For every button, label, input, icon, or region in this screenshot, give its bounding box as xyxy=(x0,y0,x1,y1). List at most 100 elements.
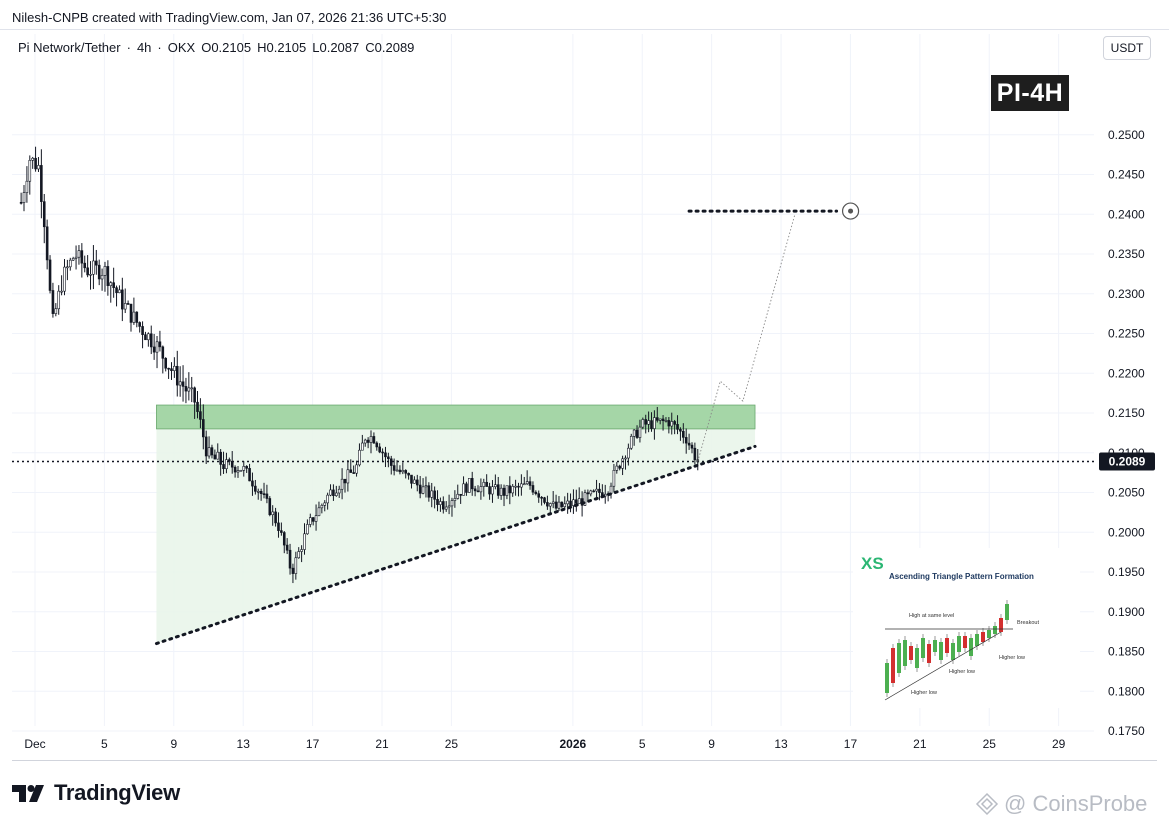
price-tick-label: 0.2350 xyxy=(1108,247,1145,261)
candle-body xyxy=(34,157,37,170)
price-tick-label: 0.2400 xyxy=(1108,207,1145,221)
candle-body xyxy=(274,511,277,524)
candle-body xyxy=(121,289,124,310)
chart-title-badge: PI-4H xyxy=(991,75,1069,111)
projection-path xyxy=(697,214,796,462)
candle-body xyxy=(679,429,682,432)
candle-body xyxy=(387,456,390,460)
inset-candle-body xyxy=(999,618,1003,632)
inset-candle-body xyxy=(1005,604,1009,620)
price-axis[interactable]: 0.2500 0.2450 0.2400 0.2350 0.2300 0.2250 0.22… xyxy=(1099,128,1155,738)
candle-body xyxy=(184,386,188,392)
candle-body xyxy=(22,192,26,203)
watermark-text: @ CoinsProbe xyxy=(1004,791,1148,816)
candle-body xyxy=(453,498,457,501)
candle-body xyxy=(135,311,139,323)
candle-body xyxy=(528,481,532,486)
candle-body xyxy=(384,452,387,458)
candle-body xyxy=(427,485,431,498)
candle-body xyxy=(655,417,659,421)
inset-candle-body xyxy=(987,630,991,638)
candle-body xyxy=(42,201,46,228)
candle-body xyxy=(598,488,601,493)
candle-body xyxy=(421,486,425,494)
candle-body xyxy=(167,367,170,370)
candle-body xyxy=(456,493,460,499)
candle-body xyxy=(282,532,286,546)
symbol-name[interactable]: Pi Network/Tether xyxy=(18,40,121,55)
candle-body xyxy=(123,303,127,310)
symbol-interval[interactable]: 4h xyxy=(136,40,152,55)
symbol-legend[interactable]: Pi Network/Tether · 4h · OKX O0.2105 H0.… xyxy=(18,40,414,55)
tradingview-logo[interactable]: TradingView xyxy=(12,780,180,806)
last-price-label-bg xyxy=(1099,452,1155,471)
candle-body xyxy=(621,458,624,469)
candle-body xyxy=(664,420,668,422)
candle-body xyxy=(115,287,118,294)
candle-body xyxy=(216,451,220,460)
candle-body xyxy=(612,470,616,487)
candle-body xyxy=(575,499,578,504)
candle-body xyxy=(375,442,379,448)
time-axis[interactable]: Dec 5 9 13 17 21 25 2026 5 9 13 17 21 25 29 xyxy=(24,737,1065,751)
candle-body xyxy=(522,483,526,486)
price-tick-label: 0.2250 xyxy=(1108,327,1145,341)
candle-body xyxy=(430,490,434,498)
candle-body xyxy=(340,478,344,490)
candle-body xyxy=(132,311,136,323)
inset-label-high: High at same level xyxy=(909,613,954,619)
coinsprobe-watermark: @ CoinsProbe xyxy=(975,791,1147,817)
price-tick-label: 0.1850 xyxy=(1108,645,1145,659)
candle-body xyxy=(164,358,168,369)
inset-candle-body xyxy=(897,643,901,673)
currency-selector[interactable]: USDT xyxy=(1103,36,1151,60)
candle-body xyxy=(525,481,529,485)
candle-body xyxy=(531,485,535,493)
candle-body xyxy=(436,499,439,505)
price-tick-label: 0.2000 xyxy=(1108,525,1145,539)
inset-candle-body xyxy=(945,638,949,653)
candle-body xyxy=(213,454,217,460)
tradingview-wordmark: TradingView xyxy=(54,780,180,805)
candle-body xyxy=(297,551,301,559)
candle-body xyxy=(595,488,598,492)
candle-body xyxy=(233,466,237,473)
ohlc-high: H0.2105 xyxy=(257,40,307,55)
candle-body xyxy=(28,160,32,182)
time-tick-label: 17 xyxy=(844,737,858,751)
candle-body xyxy=(444,506,448,510)
candle-body xyxy=(311,517,315,522)
candle-body xyxy=(181,381,185,387)
inset-candle-body xyxy=(927,644,931,663)
candle-body xyxy=(537,493,541,498)
candle-body xyxy=(68,259,72,268)
candle-body xyxy=(684,437,688,444)
candle-body xyxy=(109,282,113,286)
inset-candle-body xyxy=(933,640,937,652)
candle-body xyxy=(248,468,251,482)
candle-body xyxy=(476,490,480,493)
candle-body xyxy=(80,250,84,264)
pattern-inset-image: XS Ascending Triangle Pattern Formation … xyxy=(853,548,1080,708)
time-tick-label: 9 xyxy=(170,737,177,751)
candle-body xyxy=(508,485,512,494)
candle-body xyxy=(488,486,491,495)
candle-body xyxy=(25,180,29,193)
inset-candle-body xyxy=(885,663,889,693)
candle-body xyxy=(502,487,506,496)
candle-body xyxy=(540,496,543,499)
candle-body xyxy=(546,502,549,507)
candle-body xyxy=(97,264,101,280)
candle-body xyxy=(199,411,202,420)
candle-body xyxy=(407,472,410,476)
chart-attribution: Nilesh-CNPB created with TradingView.com… xyxy=(12,10,447,25)
candle-body xyxy=(389,458,393,466)
candle-body xyxy=(178,381,182,386)
price-tick-label: 0.2050 xyxy=(1108,486,1145,500)
candle-body xyxy=(144,334,147,341)
candle-body xyxy=(262,493,266,495)
candle-body xyxy=(358,449,361,466)
candle-body xyxy=(291,567,295,574)
candle-body xyxy=(658,418,662,421)
